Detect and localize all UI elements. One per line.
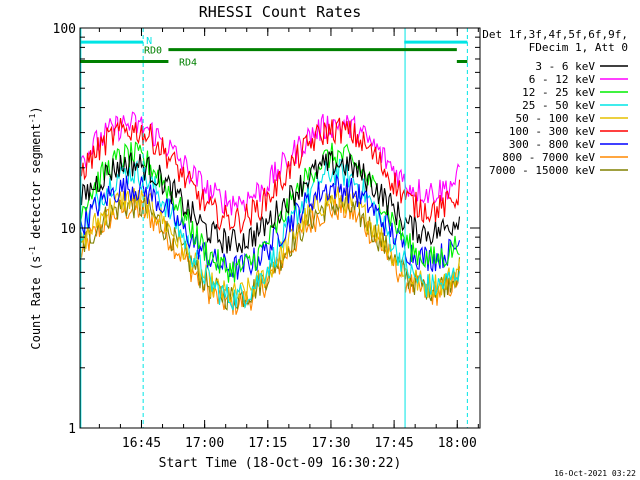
x-tick-label-3: 17:30 xyxy=(311,436,350,451)
series-line-1 xyxy=(79,111,460,216)
y-axis-label: Count Rate (s-1 detector segment-1) xyxy=(28,106,43,349)
legend-label-6: 300 - 800 keV xyxy=(509,138,595,151)
axes-frame xyxy=(79,27,481,429)
legend-label-0: 3 - 6 keV xyxy=(535,60,595,73)
legend: Det 1f,3f,4f,5f,6f,9f, FDecim 1, Att 0 3… xyxy=(482,28,628,177)
x-tick-label-2: 17:15 xyxy=(248,436,287,451)
x-axis-label: Start Time (18-Oct-09 16:30:22) xyxy=(159,456,402,471)
legend-label-4: 50 - 100 keV xyxy=(516,112,596,125)
legend-label-5: 100 - 300 keV xyxy=(509,125,595,138)
flag-label-n: N xyxy=(146,36,152,47)
x-tick-label-4: 17:45 xyxy=(375,436,414,451)
flag-label-rd4: RD4 xyxy=(179,57,197,68)
y-tick-label-0: 1 xyxy=(68,422,76,437)
y-axis: 1 10 100 xyxy=(53,22,480,437)
y-tick-label-2: 100 xyxy=(53,22,76,37)
legend-header-line-1: Det 1f,3f,4f,5f,6f,9f, xyxy=(482,28,628,41)
x-tick-label-5: 18:00 xyxy=(438,436,477,451)
flag-label-rd0: RD0 xyxy=(144,46,162,57)
legend-label-3: 25 - 50 keV xyxy=(522,99,595,112)
legend-label-1: 6 - 12 keV xyxy=(529,73,596,86)
series-line-3 xyxy=(79,158,461,311)
x-tick-label-1: 17:00 xyxy=(185,436,224,451)
legend-label-7: 800 - 7000 keV xyxy=(502,151,595,164)
x-tick-label-0: 16:45 xyxy=(122,436,161,451)
y-tick-label-1: 10 xyxy=(60,222,76,237)
x-axis: 16:45 17:00 17:15 17:30 17:45 18:00 xyxy=(98,28,479,451)
timestamp: 16-Oct-2021 03:22 xyxy=(554,469,636,478)
legend-label-8: 7000 - 15000 keV xyxy=(489,164,595,177)
legend-label-2: 12 - 25 keV xyxy=(522,86,595,99)
legend-header-line-2: FDecim 1, Att 0 xyxy=(529,41,628,54)
series-line-0 xyxy=(79,151,461,254)
chart-title: RHESSI Count Rates xyxy=(199,3,362,21)
